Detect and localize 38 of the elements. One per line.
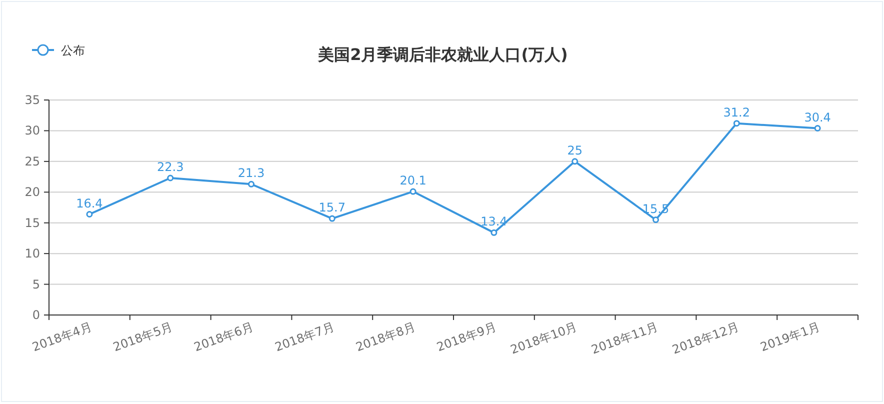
point: [248, 180, 254, 188]
x-tick-label: 2018年4月: [30, 320, 94, 354]
y-tick-label: 30: [24, 124, 40, 138]
y-tick-label: 5: [32, 277, 40, 292]
point: [814, 125, 821, 132]
x-tick-label: 2018年5月: [111, 320, 174, 354]
y-tick-label: 15: [24, 216, 40, 230]
point: [410, 188, 416, 195]
data-label: 20.1: [400, 174, 426, 188]
x-tick-label: 2018年6月: [192, 320, 256, 354]
y-tick-label: 35: [24, 93, 40, 107]
point: [167, 174, 174, 182]
data-label: 25: [567, 143, 582, 158]
x-tick-label: 2018年8月: [354, 320, 418, 354]
x-tick-label: 2018年12月: [670, 320, 741, 357]
chart-title: 美国2月季调后非农就业人口(万人): [317, 45, 568, 64]
data-label: 30.4: [804, 110, 831, 124]
x-tick-label: 2018年11月: [590, 320, 660, 357]
point: [652, 216, 659, 224]
point: [328, 215, 336, 222]
data-label: 21.3: [238, 166, 265, 180]
point: [572, 158, 578, 165]
point: [733, 120, 740, 127]
point: [86, 211, 93, 218]
y-tick-label: 10: [24, 246, 40, 261]
y-tick-label: 25: [24, 154, 40, 168]
x-tick-label: 2018年9月: [434, 320, 498, 354]
point: [490, 229, 498, 236]
y-tick-label: 0: [32, 308, 40, 322]
data-label: 31.2: [723, 105, 750, 120]
legend-label: 公布: [61, 44, 85, 58]
x-tick-label: 2018年10月: [508, 320, 579, 357]
x-tick-label: 2019年1月: [758, 320, 822, 354]
x-tick-label: 2018年7月: [273, 320, 336, 354]
data-label: 15.7: [318, 200, 346, 215]
y-tick-label: 20: [24, 185, 40, 200]
data-label: 16.4: [76, 196, 103, 210]
data-label: 22.3: [156, 160, 184, 174]
